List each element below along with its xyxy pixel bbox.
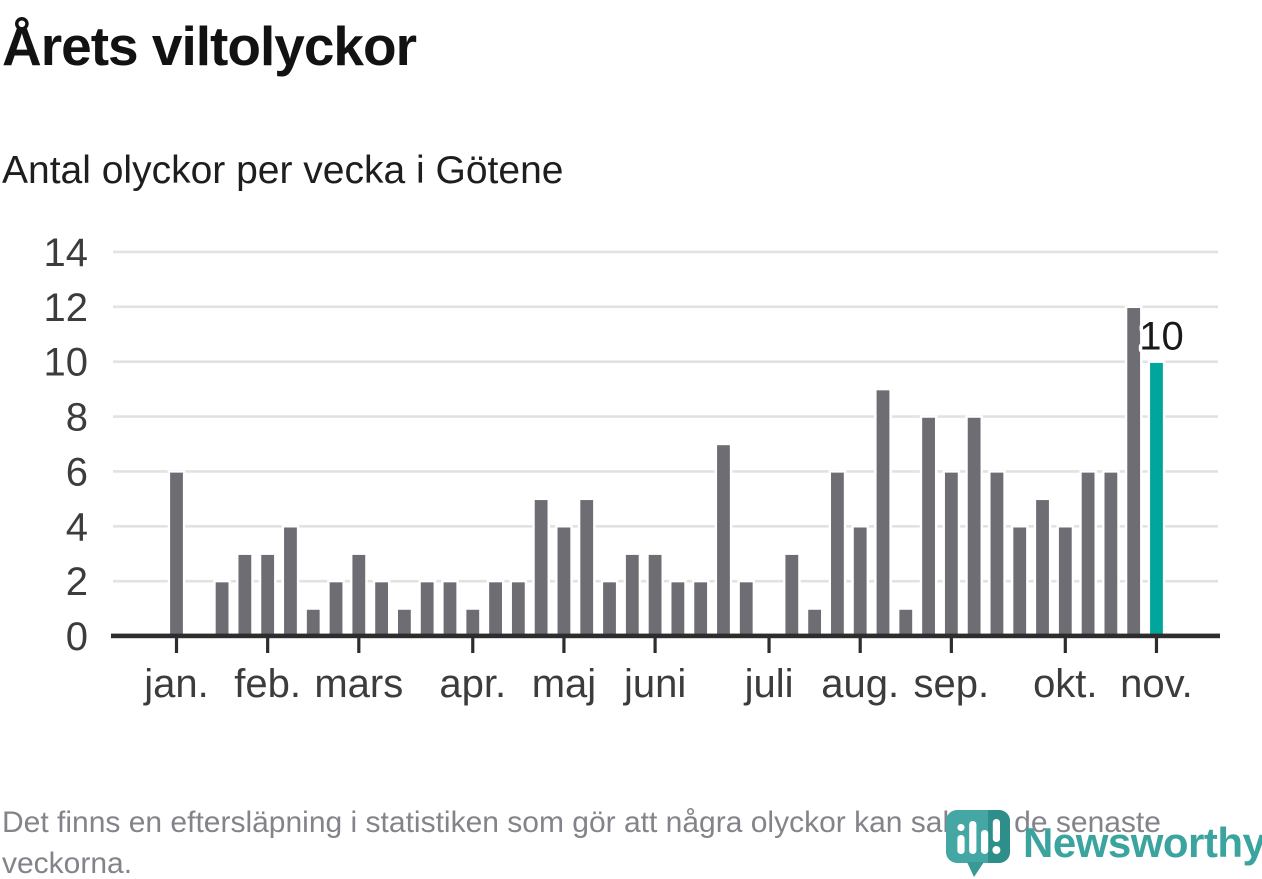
logo-minichart (957, 819, 1001, 854)
bar-week-11 (395, 607, 414, 638)
bar-week-14 (463, 607, 482, 638)
bar-week-9 (350, 552, 368, 638)
bar-week-10 (372, 579, 391, 638)
bar-week-16 (509, 579, 528, 638)
bar-week-8 (327, 579, 345, 638)
bar-week-34 (919, 415, 938, 638)
highlight-value-label: 10 (1139, 315, 1184, 359)
x-axis-label-okt: okt. (1033, 662, 1097, 706)
bar-week-25 (714, 442, 733, 638)
bar-week-1 (167, 470, 186, 638)
bar-week-35 (942, 470, 961, 638)
y-axis-label-10: 10 (44, 341, 89, 385)
bar-week-41 (1079, 470, 1097, 638)
x-axis-label-mars: mars (314, 662, 403, 706)
bar-week-44-highlighted (1147, 360, 1166, 638)
bar-week-17 (532, 497, 550, 638)
x-axis-line (111, 633, 1220, 639)
x-axis-label-juli: juli (744, 662, 794, 706)
bar-week-29 (805, 607, 824, 638)
bar-week-38 (1010, 525, 1029, 638)
x-axis-label-maj: maj (532, 662, 596, 706)
bar-week-23 (669, 579, 687, 638)
page-title: Årets viltolyckor (2, 15, 417, 77)
x-axis-label-nov: nov. (1120, 662, 1193, 706)
chart-subtitle: Antal olyckor per vecka i Götene (2, 149, 564, 192)
bar-week-36 (965, 415, 983, 638)
bar-week-20 (600, 579, 619, 638)
x-axis-label-sep: sep. (914, 662, 990, 706)
y-axis-label-2: 2 (66, 560, 88, 604)
logo-bubble-tail (967, 862, 984, 877)
y-axis-label-4: 4 (66, 505, 88, 549)
bar-week-40 (1056, 525, 1075, 638)
bar-week-39 (1033, 497, 1052, 638)
newsworthy-logo-icon (946, 810, 1010, 877)
bar-week-22 (646, 552, 664, 638)
bar-week-28 (783, 552, 801, 638)
bar-week-24 (691, 579, 710, 638)
bar-week-37 (988, 470, 1006, 638)
bar-week-42 (1102, 470, 1120, 638)
x-axis-label-jan: jan. (143, 662, 209, 706)
bar-week-12 (418, 579, 436, 638)
x-axis-label-apr: apr. (439, 662, 506, 706)
y-axis-label-0: 0 (66, 615, 88, 659)
bar-week-33 (896, 607, 915, 638)
y-axis-label-6: 6 (66, 450, 88, 494)
x-axis-label-feb: feb. (234, 662, 301, 706)
bar-week-18 (555, 525, 573, 638)
y-axis-label-12: 12 (44, 286, 89, 330)
y-axis-label-14: 14 (44, 231, 89, 275)
bar-week-21 (623, 552, 642, 638)
bar-week-30 (828, 470, 847, 638)
newsworthy-logo: Newsworthy (943, 808, 1262, 878)
bar-week-15 (486, 579, 505, 638)
bar-week-6 (281, 525, 300, 638)
bar-week-26 (737, 579, 756, 638)
bar-week-3 (213, 579, 231, 638)
bar-week-32 (874, 387, 892, 638)
bar-week-4 (236, 552, 254, 638)
x-axis-label-aug: aug. (821, 662, 899, 706)
bar-week-13 (441, 579, 459, 638)
bar-week-31 (851, 525, 869, 638)
bar-week-19 (577, 497, 596, 638)
bar-week-7 (304, 607, 323, 638)
x-axis-label-juni: juni (623, 662, 686, 706)
newsworthy-wordmark: Newsworthy (1023, 819, 1262, 866)
bar-week-5 (258, 552, 277, 638)
y-axis-label-8: 8 (66, 396, 88, 440)
